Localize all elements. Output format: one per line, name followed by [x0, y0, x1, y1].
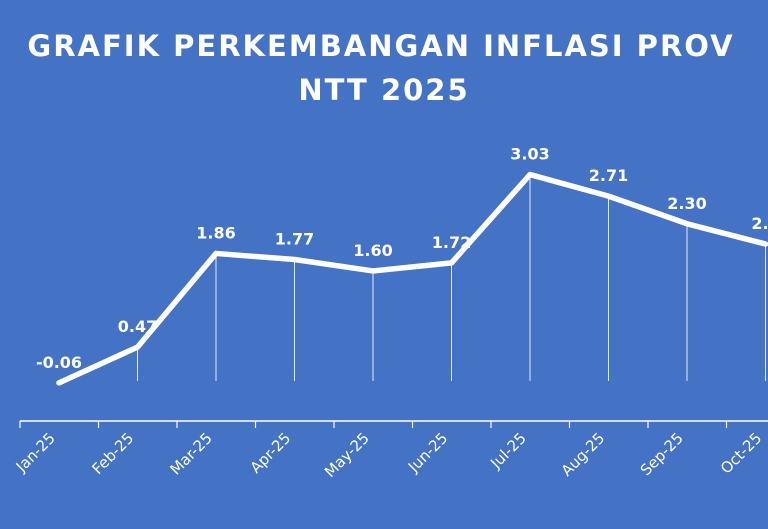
x-tick-label: Feb-25	[88, 429, 137, 478]
chart-title-line-1: GRAFIK PERKEMBANGAN INFLASI PROV	[27, 29, 735, 63]
x-tick-label: Jul-25	[486, 429, 530, 473]
data-point	[684, 221, 690, 227]
data-label: 1.72	[432, 233, 471, 252]
data-point	[606, 193, 611, 199]
data-label: -0.06	[36, 353, 82, 372]
inflation-series-line	[56, 171, 768, 386]
x-tick-label: Mar-25	[166, 429, 215, 478]
data-label: 2.30	[667, 194, 706, 213]
x-tick-label: May-25	[321, 429, 373, 481]
data-point	[527, 172, 533, 178]
x-tick-label: Apr-25	[247, 429, 295, 477]
data-label: 1.77	[275, 230, 314, 249]
data-point	[56, 380, 62, 386]
data-point	[135, 344, 140, 350]
data-label: 2.71	[589, 166, 628, 185]
x-tick-label: Jan-25	[12, 429, 59, 476]
data-label: 0.47	[118, 317, 157, 336]
data-label: 1.86	[196, 223, 235, 242]
data-point	[763, 241, 768, 247]
data-point	[449, 260, 454, 266]
data-point	[370, 268, 376, 274]
chart-title-line-2: NTT 2025	[298, 73, 470, 107]
x-tick-label: Sep-25	[637, 429, 687, 479]
data-label: 3.03	[510, 145, 549, 164]
data-point	[213, 250, 219, 256]
x-tick-label: Oct-25	[717, 429, 765, 477]
x-tick-label: Aug-25	[558, 429, 609, 480]
x-tick-label: Jun-25	[404, 429, 451, 476]
data-point	[292, 257, 297, 263]
data-label: 1.60	[353, 241, 392, 260]
data-label: 2.0	[751, 214, 768, 233]
